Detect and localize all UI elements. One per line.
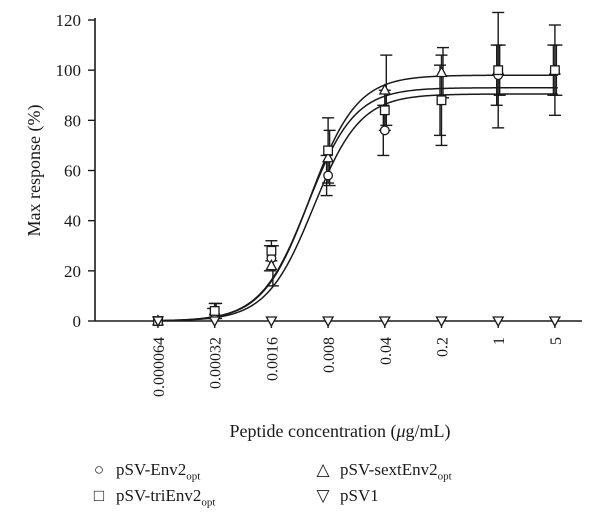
- data-point-square: [209, 306, 220, 316]
- x-tick-label: 0.04: [378, 337, 395, 365]
- data-point-triangle-down: [492, 316, 505, 328]
- y-tick-label: 20: [64, 262, 81, 281]
- legend-circle-icon: ○: [93, 460, 105, 479]
- data-point-square: [379, 105, 390, 116]
- data-point-square: [549, 65, 560, 76]
- x-tick-label: 0.0016: [264, 337, 281, 381]
- x-tick-label: 0.00032: [208, 337, 225, 389]
- legend-item-trienv2: □ pSV-triEnv2opt: [88, 486, 216, 512]
- legend-item-psv1: ▽ pSV1: [312, 486, 378, 512]
- legend-item-env2: ○ pSV-Env2opt: [88, 460, 200, 486]
- data-point-triangle-up: [378, 83, 391, 95]
- x-tick-label: 1: [491, 337, 508, 345]
- y-tick-label: 80: [64, 111, 81, 130]
- y-tick-label: 40: [64, 212, 81, 231]
- data-point-triangle-up: [435, 65, 448, 78]
- y-tick-label: 60: [64, 162, 81, 181]
- y-tick-label: 120: [56, 11, 82, 30]
- fit-curve-1: [155, 74, 558, 322]
- legend-item-sextenv2: △ pSV-sextEnv2opt: [312, 460, 451, 486]
- data-point-triangle-down: [151, 316, 165, 328]
- data-point-circle: [379, 125, 390, 136]
- legend-square-icon: □: [93, 486, 105, 505]
- y-tick-label: 0: [73, 312, 82, 331]
- data-point-triangle-down: [321, 316, 335, 328]
- data-point-triangle-down: [548, 316, 562, 328]
- data-point-square: [436, 95, 447, 106]
- x-axis-title: Peptide concentration (μg/mL): [230, 421, 451, 442]
- data-point-square: [266, 245, 277, 256]
- y-tick-label: 100: [56, 61, 82, 80]
- legend-triangle-up-icon: △: [316, 460, 330, 479]
- legend-triangle-down-icon: ▽: [316, 486, 330, 505]
- fit-curve-2: [155, 86, 558, 322]
- data-point-triangle-up: [265, 258, 278, 271]
- x-tick-label: 5: [548, 337, 565, 345]
- data-point-triangle-down: [378, 316, 391, 328]
- data-point-circle: [323, 170, 334, 181]
- data-point-triangle-down: [208, 316, 221, 328]
- x-tick-label: 0.2: [435, 337, 452, 357]
- x-tick-label: 0.000064: [151, 337, 168, 397]
- y-axis-title: Max response (%): [24, 105, 45, 237]
- data-point-square: [493, 65, 504, 76]
- x-tick-label: 0.008: [321, 337, 338, 373]
- data-point-triangle-up: [322, 151, 335, 163]
- data-point-square: [323, 145, 334, 156]
- fit-curve-0: [155, 93, 558, 322]
- data-point-triangle-down: [435, 316, 448, 328]
- data-point-triangle-down: [265, 316, 278, 328]
